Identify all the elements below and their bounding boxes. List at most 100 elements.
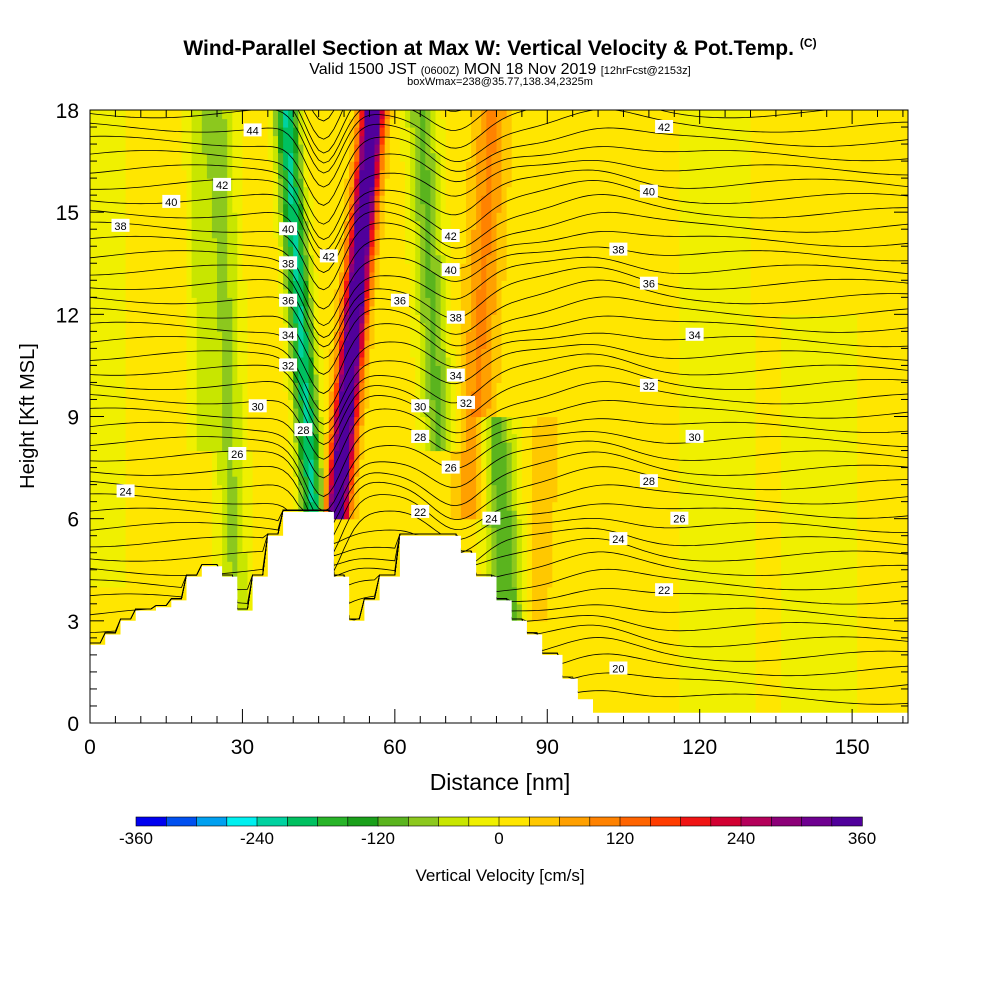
field-cell <box>420 450 426 460</box>
field-cell <box>135 408 142 418</box>
field-cell <box>537 620 543 630</box>
field-cell <box>445 416 452 426</box>
field-cell <box>694 544 701 554</box>
field-cell <box>272 510 279 520</box>
field-cell <box>791 382 797 392</box>
field-cell <box>516 544 523 554</box>
field-cell <box>740 552 746 562</box>
field-cell <box>435 416 442 426</box>
field-cell <box>440 527 447 537</box>
field-cell <box>145 484 152 494</box>
field-cell <box>877 425 884 435</box>
field-cell <box>836 552 843 562</box>
field-cell <box>191 484 198 494</box>
field-cell <box>420 467 426 477</box>
field-cell <box>339 518 345 528</box>
field-cell <box>857 527 863 537</box>
field-cell <box>486 416 492 426</box>
field-cell <box>781 510 787 520</box>
field-cell <box>110 408 116 418</box>
field-cell <box>389 484 396 494</box>
field-cell <box>399 467 406 477</box>
field-cell <box>857 646 863 656</box>
field-cell <box>826 706 833 716</box>
field-cell <box>720 688 726 698</box>
field-cell <box>664 578 670 588</box>
field-cell <box>801 382 807 392</box>
field-cell <box>242 382 249 392</box>
field-cell <box>765 433 772 443</box>
field-cell <box>654 561 660 571</box>
field-cell <box>897 620 904 630</box>
field-cell <box>278 518 284 528</box>
field-cell <box>582 518 589 528</box>
field-cell <box>674 493 680 503</box>
field-cell <box>750 527 757 537</box>
field-cell <box>669 416 675 426</box>
field-cell <box>892 680 899 690</box>
field-cell <box>577 578 584 588</box>
field-cell <box>826 442 833 452</box>
field-cell <box>857 680 863 690</box>
field-cell <box>562 544 569 554</box>
field-cell <box>186 527 193 537</box>
field-cell <box>791 535 797 545</box>
field-cell <box>547 433 553 443</box>
field-cell <box>750 586 757 596</box>
field-cell <box>714 620 721 630</box>
field-cell <box>603 433 609 443</box>
field-cell <box>537 603 543 613</box>
field-cell <box>659 680 665 690</box>
field-cell <box>318 416 325 426</box>
field-cell <box>608 671 614 681</box>
field-cell <box>801 629 807 639</box>
field-cell <box>648 706 655 716</box>
field-cell <box>887 663 894 673</box>
field-cell <box>577 476 584 486</box>
field-cell <box>669 544 675 554</box>
field-cell <box>725 408 731 418</box>
field-cell <box>725 510 731 520</box>
field-cell <box>725 629 731 639</box>
field-cell <box>760 671 767 681</box>
field-cell <box>892 476 899 486</box>
field-cell <box>542 416 548 426</box>
field-cell <box>399 484 406 494</box>
field-cell <box>532 595 538 605</box>
field-cell <box>298 433 304 443</box>
field-cell <box>638 416 645 426</box>
field-cell <box>567 663 574 673</box>
field-cell <box>506 467 513 477</box>
field-cell <box>882 459 889 469</box>
field-cell <box>90 382 96 392</box>
field-cell <box>237 510 243 520</box>
field-cell <box>532 391 538 401</box>
field-cell <box>115 467 122 477</box>
field-cell <box>95 459 101 469</box>
field-cell <box>506 535 513 545</box>
field-cell <box>867 680 874 690</box>
field-cell <box>720 518 726 528</box>
field-cell <box>369 527 376 537</box>
field-cell <box>704 552 711 562</box>
field-cell <box>643 654 650 664</box>
field-cell <box>699 442 706 452</box>
field-cell <box>770 688 777 698</box>
field-cell <box>420 476 426 486</box>
field-cell <box>847 671 853 681</box>
field-cell <box>598 425 604 435</box>
field-cell <box>369 416 376 426</box>
field-cell <box>689 671 696 681</box>
field-cell <box>511 459 518 469</box>
field-cell <box>339 527 345 537</box>
field-cell <box>339 467 345 477</box>
field-cell <box>425 408 431 418</box>
field-cell <box>257 442 264 452</box>
field-cell <box>547 459 553 469</box>
field-cell <box>643 493 650 503</box>
field-cell <box>897 535 904 545</box>
field-cell <box>674 399 680 409</box>
field-cell <box>735 408 741 418</box>
field-cell <box>303 476 310 486</box>
field-cell <box>638 510 645 520</box>
